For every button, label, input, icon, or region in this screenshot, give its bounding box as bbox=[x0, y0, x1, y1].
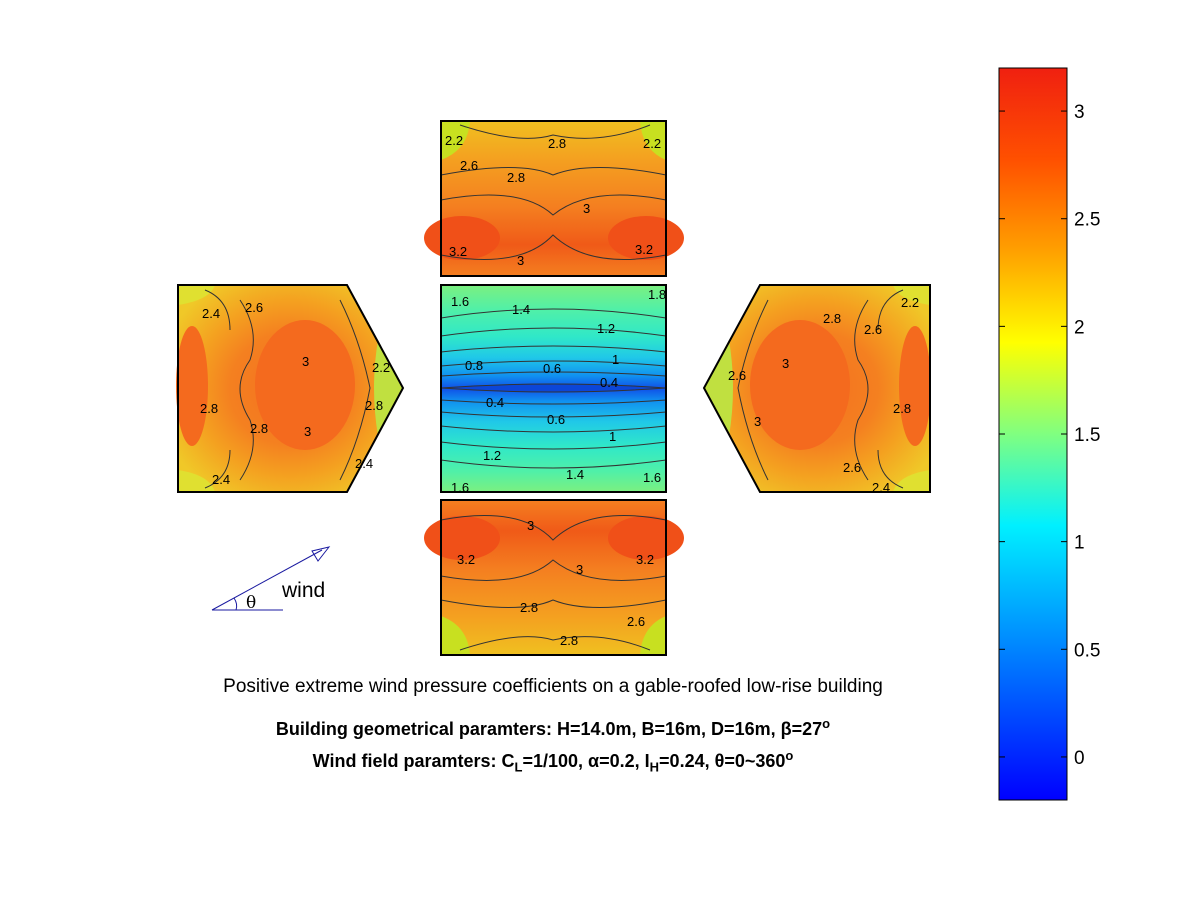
contour-label: 3 bbox=[302, 354, 309, 369]
contour-label: 0.6 bbox=[543, 361, 561, 376]
contour-label: 2.8 bbox=[520, 600, 538, 615]
contour-label: 1.4 bbox=[512, 302, 530, 317]
contour-label: 1.2 bbox=[483, 448, 501, 463]
degree-sup: o bbox=[785, 748, 794, 763]
contour-label: 1.2 bbox=[597, 321, 615, 336]
building-subtitle: Building geometrical paramters: H=14.0m,… bbox=[0, 716, 1106, 740]
contour-label: 2.6 bbox=[460, 158, 478, 173]
contour-label: 2.6 bbox=[627, 614, 645, 629]
panel-roof-center bbox=[440, 284, 667, 493]
contour-label: 1.8 bbox=[648, 287, 666, 302]
contour-label: 2.2 bbox=[901, 295, 919, 310]
contour-label: 1 bbox=[612, 352, 619, 367]
wind-label: wind bbox=[281, 579, 325, 602]
contour-label: 3.2 bbox=[449, 244, 467, 259]
contour-label: 2.4 bbox=[202, 306, 220, 321]
wind-subtitle-part: =0.24, θ=0~360 bbox=[659, 751, 786, 771]
contour-label: 3 bbox=[754, 414, 761, 429]
contour-label: 3 bbox=[576, 562, 583, 577]
building-subtitle-text: Building geometrical paramters: H=14.0m,… bbox=[275, 719, 823, 739]
contour-label: 0.4 bbox=[600, 375, 618, 390]
contour-label: 2.8 bbox=[200, 401, 218, 416]
contour-label: 2.8 bbox=[893, 401, 911, 416]
colorbar-tick-label: 0.5 bbox=[1074, 640, 1100, 661]
contour-label: 2.6 bbox=[728, 368, 746, 383]
contour-label: 3 bbox=[517, 253, 524, 268]
chart-title: Positive extreme wind pressure coefficie… bbox=[223, 676, 883, 697]
colorbar-tick-label: 1.5 bbox=[1074, 425, 1100, 446]
contour-label: 3.2 bbox=[636, 552, 654, 567]
contour-label: 3 bbox=[782, 356, 789, 371]
wind-subtitle-part: =1/100, α=0.2, I bbox=[522, 751, 650, 771]
contour-label: 2.8 bbox=[250, 421, 268, 436]
contour-labels: 2.2 2.6 2.8 2.8 3 3.2 3 3.2 2.2 2.4 2.6 … bbox=[200, 133, 919, 648]
contour-label: 0.6 bbox=[547, 412, 565, 427]
contour-label: 0.4 bbox=[486, 395, 504, 410]
colorbar-ticks: 0 0.5 1 1.5 2 2.5 3 bbox=[999, 102, 1100, 769]
contour-label: 2.2 bbox=[643, 136, 661, 151]
contour-label: 0.8 bbox=[465, 358, 483, 373]
contour-label: 1.6 bbox=[451, 480, 469, 495]
wind-subtitle-part: Wind field paramters: C bbox=[312, 751, 515, 771]
contour-label: 3.2 bbox=[457, 552, 475, 567]
wind-subtitle-sub: L bbox=[514, 759, 523, 775]
wind-subtitle: Wind field paramters: CL=1/100, α=0.2, I… bbox=[0, 748, 1106, 775]
contour-label: 2.8 bbox=[823, 311, 841, 326]
panel-gable-right bbox=[702, 284, 931, 493]
contour-label: 3 bbox=[583, 201, 590, 216]
contour-label: 1.6 bbox=[451, 294, 469, 309]
contour-label: 2.4 bbox=[872, 480, 890, 495]
contour-label: 3 bbox=[527, 518, 534, 533]
contour-label: 2.2 bbox=[372, 360, 390, 375]
contour-label: 2.4 bbox=[355, 456, 373, 471]
colorbar-tick-label: 1 bbox=[1074, 533, 1085, 554]
contour-label: 3 bbox=[304, 424, 311, 439]
contour-label: 2.8 bbox=[365, 398, 383, 413]
panel-wall-top bbox=[424, 120, 684, 277]
wind-indicator: θ wind bbox=[211, 546, 331, 613]
colorbar-tick-label: 2.5 bbox=[1074, 210, 1100, 231]
contour-label: 1.4 bbox=[566, 467, 584, 482]
contour-label: 3.2 bbox=[635, 242, 653, 257]
contour-label: 2.8 bbox=[560, 633, 578, 648]
colorbar-tick-label: 3 bbox=[1074, 102, 1085, 123]
contour-label: 1 bbox=[609, 429, 616, 444]
degree-sup: o bbox=[822, 716, 831, 731]
contour-label: 2.2 bbox=[445, 133, 463, 148]
contour-label: 2.6 bbox=[843, 460, 861, 475]
panel-gable-left bbox=[176, 284, 405, 493]
colorbar-tick-label: 2 bbox=[1074, 317, 1085, 338]
wind-angle-symbol: θ bbox=[246, 593, 256, 613]
colorbar: 0 0.5 1 1.5 2 2.5 3 bbox=[998, 67, 1100, 801]
colorbar-tick-label: 0 bbox=[1074, 748, 1085, 769]
contour-label: 2.6 bbox=[245, 300, 263, 315]
contour-label: 1.6 bbox=[643, 470, 661, 485]
contour-label: 2.8 bbox=[548, 136, 566, 151]
wind-subtitle-sub: H bbox=[649, 759, 660, 775]
contour-label: 2.6 bbox=[864, 322, 882, 337]
contour-label: 2.8 bbox=[507, 170, 525, 185]
contour-label: 2.4 bbox=[212, 472, 230, 487]
panel-wall-bottom bbox=[424, 499, 684, 656]
